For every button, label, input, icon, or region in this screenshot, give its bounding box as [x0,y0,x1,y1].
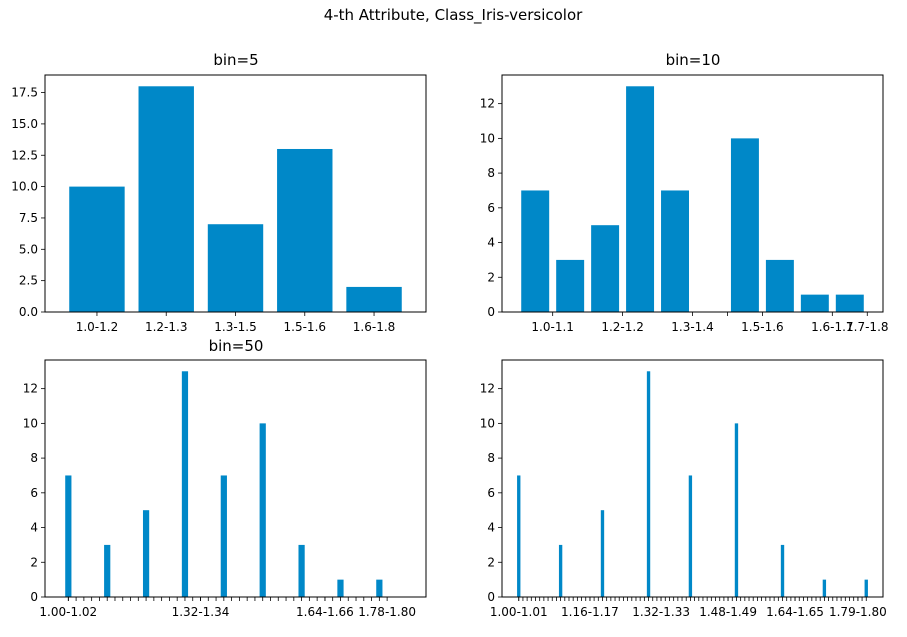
y-tick-label: 10 [23,416,38,430]
bar [220,475,227,597]
bar [591,225,620,312]
bar [558,544,563,597]
y-tick-label: 10.0 [11,180,38,194]
y-tick-label: 2 [487,555,495,569]
x-tick-label: 1.3-1.5 [214,320,257,334]
x-tick-label: 1.6-1.8 [353,320,396,334]
subplot-title: bin=5 [213,51,258,69]
x-tick-label: 1.3-1.4 [671,320,714,334]
figure-title: 4-th Attribute, Class_Iris-versicolor [324,6,583,25]
subplot-bin-10: bin=10 1.0-1.1 1.2-1.2 1.3-1.4 1.5-1.6 1.6-1… [480,51,889,334]
bar [104,544,111,597]
y-tick-label: 12.5 [11,148,38,162]
bar [298,544,305,597]
x-tick-label: 1.00-1.01 [490,605,548,619]
y-tick-label: 10 [480,131,495,145]
bar [800,294,829,312]
x-tick-label: 1.2-1.2 [601,320,644,334]
bar [765,259,794,312]
x-tick-label: 1.32-1.34 [172,605,230,619]
y-tick-label: 17.5 [11,86,38,100]
x-tick-label: 1.64-1.65 [766,605,824,619]
y-tick-label: 6 [30,486,38,500]
y-tick-label: 2 [487,270,495,284]
y-tick-label: 0 [30,590,38,604]
bar [780,544,785,597]
bar [730,138,759,312]
x-tick-label: 1.2-1.3 [145,320,188,334]
y-tick-label: 6 [487,486,495,500]
y-tick-label: 0 [487,590,495,604]
x-tick-label: 1.32-1.33 [632,605,690,619]
subplot-bin-5: bin=5 1.0-1.2 1.2-1.3 1.3-1.5 1.5-1.6 1.6-1.… [11,51,427,334]
y-tick-label: 2 [30,555,38,569]
y-tick-label: 6 [487,201,495,215]
bar [337,579,344,597]
y-tick-label: 10 [480,416,495,430]
x-tick-label: 1.5-1.6 [284,320,327,334]
y-tick-label: 0 [487,305,495,319]
y-tick-label: 2.5 [19,274,38,288]
x-tick-label: 1.0-1.1 [531,320,574,334]
bar [207,224,264,312]
y-tick-label: 8 [30,451,38,465]
x-tick-label: 1.16-1.17 [561,605,619,619]
bar [277,148,333,312]
bar [734,423,739,597]
y-tick-label: 12 [23,382,38,396]
y-tick-label: 8 [487,451,495,465]
y-tick-label: 12 [480,382,495,396]
bar [864,579,868,597]
y-tick-label: 15.0 [11,117,38,131]
plot-frame [501,359,884,598]
bar [181,371,189,597]
bar [646,371,651,597]
x-tick-label: 1.78-1.80 [358,605,416,619]
x-tick-label: 1.6-1.7 [811,320,854,334]
bar [688,475,693,597]
y-tick-label: 4 [487,236,495,250]
bar [142,510,150,597]
bar [661,190,690,312]
bar [69,186,125,312]
x-tick-label: 1.48-1.49 [699,605,757,619]
subplot-bin-100: 1.00-1.01 1.16-1.17 1.32-1.33 1.48-1.49 1.64… [480,359,887,619]
y-tick-label: 0.0 [19,305,38,319]
subplot-title: bin=10 [666,51,721,69]
plot-frame [44,359,427,598]
x-tick-label: 1.64-1.66 [296,605,354,619]
y-tick-label: 5.0 [19,242,38,256]
bar [65,475,72,597]
bar [600,510,605,597]
subplot-title: bin=50 [209,337,264,355]
x-tick-label: 1.79-1.80 [829,605,887,619]
bar [517,475,521,597]
y-tick-label: 7.5 [19,211,38,225]
bar [259,423,266,597]
bar [376,579,383,597]
x-tick-label: 1.00-1.02 [39,605,97,619]
bar [556,259,585,312]
y-tick-label: 12 [480,97,495,111]
y-tick-label: 4 [30,521,38,535]
bar [521,190,550,312]
bar [138,86,194,313]
x-tick-label: 1.7-1.8 [846,320,889,334]
y-tick-label: 8 [487,166,495,180]
x-tick-label: 1.5-1.6 [741,320,784,334]
bar [346,286,402,312]
subplot-bin-50: bin=50 1.00-1.02 1.32-1.34 1.64-1.66 1.78-1… [23,337,427,619]
x-tick-label: 1.0-1.2 [76,320,119,334]
bar [822,579,827,597]
y-tick-label: 4 [487,521,495,535]
bar [835,294,864,312]
bar [626,86,655,313]
